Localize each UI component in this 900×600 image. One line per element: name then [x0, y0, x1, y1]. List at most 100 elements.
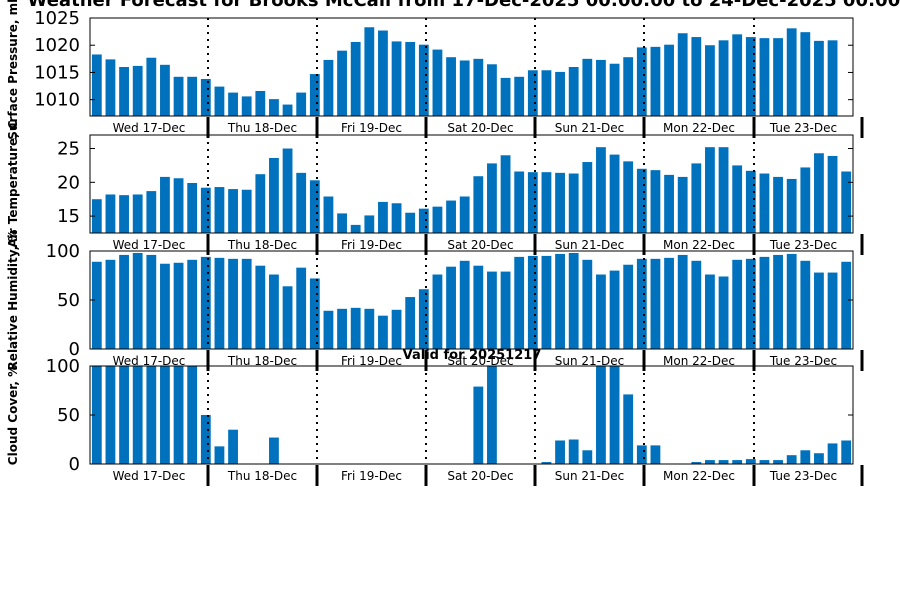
surface-pressure-bar: [473, 58, 484, 116]
relative-humidity-bar: [337, 308, 347, 349]
surface-pressure-bar: [664, 44, 674, 116]
relative-humidity-bar: [459, 260, 470, 349]
relative-humidity-bar: [364, 308, 375, 349]
relative-humidity-bar: [568, 252, 579, 349]
relative-humidity-bar: [119, 254, 129, 349]
air-temperature-bar: [350, 224, 361, 233]
surface-pressure-bar: [173, 76, 184, 116]
surface-pressure-bar: [609, 63, 620, 116]
relative-humidity-bar: [732, 259, 743, 349]
day-label: Tue 23-Dec: [769, 469, 837, 483]
cloud-cover-bar: [187, 366, 198, 464]
surface-pressure-bar: [350, 41, 361, 116]
air-temperature-bar: [664, 174, 674, 233]
y-tick-label: 0: [69, 454, 80, 475]
relative-humidity-bar: [187, 259, 198, 349]
air-temperature-bar: [337, 213, 347, 233]
relative-humidity-bar: [350, 307, 361, 349]
air-temperature-bar: [718, 147, 729, 233]
air-temperature-bar: [677, 176, 688, 233]
relative-humidity-bar: [160, 263, 170, 349]
surface-pressure-bar: [705, 45, 715, 116]
cloud-cover-bar: [800, 450, 811, 464]
cloud-cover-bar: [718, 460, 729, 464]
surface-pressure-bar: [241, 96, 252, 116]
air-temperature-bar: [309, 180, 320, 233]
surface-pressure-bar: [214, 86, 225, 116]
surface-pressure-bar: [814, 40, 824, 117]
air-temperature-bar: [800, 167, 811, 233]
air-temperature-bar: [650, 170, 661, 233]
surface-pressure-bar: [228, 92, 238, 116]
air-temperature-bar: [241, 189, 252, 233]
surface-pressure-bar: [691, 37, 702, 117]
surface-pressure-bar: [745, 37, 756, 117]
air-temperature-bar: [446, 200, 456, 233]
air-temperature-bar: [378, 201, 388, 233]
relative-humidity-bar: [309, 278, 320, 349]
air-temperature-bar: [187, 182, 198, 233]
relative-humidity-bar: [323, 310, 334, 349]
surface-pressure-bar: [786, 28, 797, 117]
relative-humidity-bar: [650, 258, 661, 349]
day-label: Fri 19-Dec: [341, 469, 402, 483]
day-label: Mon 22-Dec: [663, 121, 735, 135]
relative-humidity-bar: [786, 253, 797, 349]
relative-humidity-bar: [473, 265, 484, 349]
cloud-cover-bar: [555, 440, 565, 464]
air-temperature-bar: [841, 171, 852, 233]
relative-humidity-bar: [269, 274, 279, 349]
y-tick-label: 1010: [34, 90, 80, 111]
air-temperature-bar: [691, 163, 702, 233]
air-temperature-bar: [623, 161, 634, 233]
day-label: Wed 17-Dec: [113, 238, 186, 252]
cloud-cover-bar: [473, 386, 484, 464]
air-temperature-bar: [596, 147, 606, 233]
surface-pressure-bar: [568, 67, 579, 116]
relative-humidity-y-axis-label: Relative Humidity, %: [6, 230, 20, 371]
chart-panels: 1010 1015 1020 1025 Wed 17-Dec Thu 18-Dec Fri …: [6, 0, 864, 486]
relative-humidity-bar: [841, 261, 852, 349]
surface-pressure-bar: [405, 41, 416, 116]
relative-humidity-bar: [105, 259, 116, 349]
y-tick-label: 1020: [34, 35, 80, 56]
relative-humidity-bar: [636, 258, 647, 349]
day-label: Mon 22-Dec: [663, 469, 735, 483]
cloud-cover-bar: [841, 440, 852, 464]
relative-humidity-bar: [391, 309, 402, 349]
surface-pressure-bar: [255, 90, 266, 116]
relative-humidity-bar: [173, 262, 184, 349]
surface-pressure-bar: [677, 33, 688, 116]
relative-humidity-bar: [146, 254, 157, 349]
surface-pressure-bar: [514, 76, 525, 116]
relative-humidity-bar: [718, 276, 729, 349]
surface-pressure-bar: [541, 70, 552, 116]
air-temperature-bar: [773, 176, 783, 233]
relative-humidity-bar: [773, 254, 783, 349]
surface-pressure-bar: [132, 65, 143, 116]
air-temperature-bar: [745, 170, 756, 233]
surface-pressure-bar: [773, 38, 783, 116]
surface-pressure-bar: [91, 54, 102, 116]
air-temperature-bar: [146, 191, 157, 233]
day-label: Sun 21-Dec: [555, 469, 624, 483]
air-temperature-bar: [296, 172, 307, 233]
day-label: Sun 21-Dec: [555, 238, 624, 252]
relative-humidity-bar: [555, 253, 565, 349]
air-temperature-bar: [582, 162, 593, 233]
cloud-cover-bar: [759, 460, 770, 464]
air-temperature-bar: [609, 154, 620, 233]
air-temperature-bar: [160, 176, 170, 233]
cloud-cover-bar: [814, 453, 824, 464]
surface-pressure-bar: [200, 78, 211, 116]
relative-humidity-bar: [664, 257, 674, 349]
air-temperature-bar: [459, 196, 470, 233]
relative-humidity-bar: [596, 274, 606, 349]
surface-pressure-bar: [309, 74, 320, 116]
relative-humidity-bar: [214, 257, 225, 349]
surface-pressure-bar: [582, 58, 593, 116]
surface-pressure-bar: [636, 47, 647, 116]
relative-humidity-bar: [705, 274, 715, 349]
cloud-cover-bar: [609, 366, 620, 464]
